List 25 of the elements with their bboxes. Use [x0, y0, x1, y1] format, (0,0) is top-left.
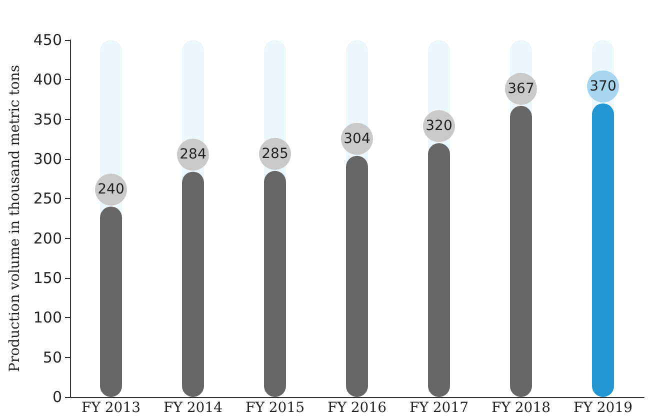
y-tick-label: 200	[33, 229, 62, 248]
data-label: 240	[98, 182, 124, 198]
data-label: 320	[426, 118, 452, 134]
data-label: 370	[590, 78, 616, 94]
data-label: 367	[508, 80, 534, 97]
x-tick-label: FY 2013	[81, 400, 141, 416]
y-tick-label: 50	[42, 348, 62, 366]
y-tick-label: 350	[33, 110, 62, 128]
x-tick-label: FY 2019	[573, 400, 633, 416]
x-tick-label: FY 2014	[163, 400, 223, 416]
data-label: 285	[262, 146, 288, 162]
data-label: 304	[344, 130, 370, 147]
y-tick-label: 150	[33, 269, 62, 287]
y-tick-label: 100	[33, 308, 62, 327]
x-tick-label: FY 2016	[327, 400, 387, 416]
y-tick-label: 400	[33, 70, 62, 89]
x-tick-label: FY 2017	[409, 400, 469, 416]
y-axis-title: Production volume in thousand metric tons	[7, 64, 23, 372]
y-tick-label: 300	[33, 150, 62, 168]
data-label: 284	[180, 146, 206, 163]
y-tick-label: 450	[33, 31, 62, 49]
x-tick-label: FY 2018	[491, 400, 551, 416]
x-tick-label: FY 2015	[245, 400, 305, 416]
y-tick-label: 0	[52, 388, 62, 406]
y-tick-label: 250	[33, 190, 62, 208]
